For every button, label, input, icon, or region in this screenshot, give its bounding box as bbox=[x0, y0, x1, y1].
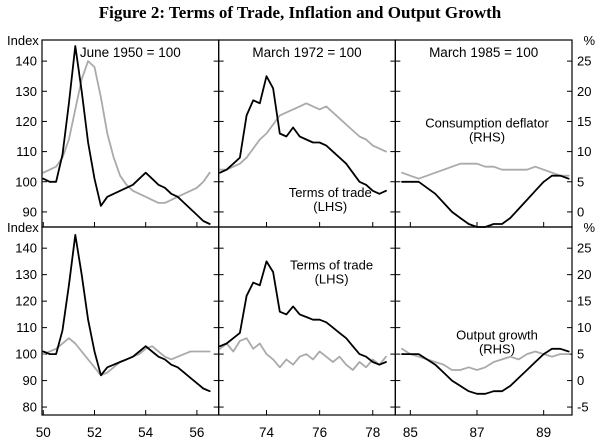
left-axis-tick-label: 140 bbox=[15, 54, 37, 69]
chart-panel-0-0: June 1950 = 100 bbox=[41, 39, 220, 228]
right-axis-tick-label: 10 bbox=[577, 144, 591, 159]
panel-border bbox=[394, 226, 573, 416]
x-axis-tick-label: 87 bbox=[469, 425, 484, 440]
panel-border bbox=[218, 226, 396, 416]
x-axis-tick-label: 56 bbox=[189, 425, 204, 440]
x-axis-tick-label: 85 bbox=[403, 425, 418, 440]
left-axis-unit-label: Index bbox=[7, 220, 39, 235]
right-axis-unit-label: % bbox=[583, 33, 595, 48]
left-axis-tick-label: 90 bbox=[23, 204, 37, 219]
series-line-consumption-deflator bbox=[42, 60, 211, 204]
x-axis-tick-label: 89 bbox=[536, 425, 551, 440]
right-axis-tick-label: 25 bbox=[577, 54, 591, 69]
panel-border bbox=[41, 226, 220, 416]
right-axis-tick-label: 25 bbox=[577, 241, 591, 256]
left-axis-tick-label: 100 bbox=[15, 174, 37, 189]
series-line-terms-of-trade bbox=[42, 45, 211, 225]
left-axis-tick-label: 120 bbox=[15, 114, 37, 129]
right-axis-tick-label: 5 bbox=[577, 174, 584, 189]
left-axis-tick-label: 100 bbox=[15, 347, 37, 362]
left-axis-tick-label: 120 bbox=[15, 294, 37, 309]
left-axis-unit-label: Index bbox=[7, 33, 39, 48]
chart-row-0: Index % 140 130 120 110 100 90 25 20 15 10 5 0 June 19… bbox=[7, 33, 595, 228]
chart-panel-1-1: 74 76 78 Terms of trade(LHS) bbox=[218, 226, 396, 440]
panel-title: March 1985 = 100 bbox=[429, 45, 538, 60]
series-line-terms-of-trade bbox=[401, 347, 570, 395]
right-axis-tick-label: 20 bbox=[577, 267, 591, 282]
right-axis-tick-label: 0 bbox=[577, 373, 584, 388]
right-axis-tick-label: 0 bbox=[577, 204, 584, 219]
series-annotation: (RHS) bbox=[479, 342, 515, 357]
chart-panel-0-2: March 1985 = 100 Consumption deflator(RHS… bbox=[394, 39, 573, 228]
x-axis-tick-label: 74 bbox=[259, 425, 275, 440]
series-line-terms-of-trade bbox=[219, 260, 387, 366]
series-line-terms-of-trade bbox=[219, 75, 387, 195]
left-axis-tick-label: 110 bbox=[16, 320, 37, 335]
figure-title: Figure 2: Terms of Trade, Inflation and … bbox=[98, 3, 502, 22]
right-axis-tick-label: 10 bbox=[577, 320, 591, 335]
series-annotation: (LHS) bbox=[315, 271, 349, 286]
x-axis-tick-label: 50 bbox=[36, 425, 51, 440]
series-line-output-growth bbox=[42, 337, 211, 377]
right-axis-tick-label: 20 bbox=[577, 84, 591, 99]
panel-title: June 1950 = 100 bbox=[80, 45, 181, 60]
chart-panel-0-1: March 1972 = 100 Terms of trade(LHS) bbox=[218, 39, 396, 228]
right-axis-tick-label: 15 bbox=[577, 114, 591, 129]
x-axis-tick-label: 78 bbox=[365, 425, 380, 440]
left-axis-tick-label: 130 bbox=[15, 84, 37, 99]
left-axis-tick-label: 140 bbox=[15, 241, 37, 256]
series-annotation: Output growth bbox=[456, 328, 538, 343]
right-axis-unit-label: % bbox=[583, 220, 595, 235]
left-axis-tick-label: 80 bbox=[23, 400, 37, 415]
left-axis-tick-label: 130 bbox=[15, 267, 37, 282]
left-axis-tick-label: 90 bbox=[23, 373, 37, 388]
series-line-output-growth bbox=[219, 337, 387, 371]
right-axis-tick-label: -5 bbox=[577, 400, 589, 415]
series-annotation: (LHS) bbox=[313, 199, 347, 214]
x-axis-tick-label: 54 bbox=[138, 425, 154, 440]
panel-title: March 1972 = 100 bbox=[252, 45, 361, 60]
right-axis-tick-label: 15 bbox=[577, 294, 591, 309]
x-axis-tick-label: 76 bbox=[312, 425, 327, 440]
series-annotation: Consumption deflator bbox=[425, 115, 549, 130]
right-axis-tick-label: 5 bbox=[577, 347, 584, 362]
series-annotation: Terms of trade bbox=[290, 257, 373, 272]
series-annotation: Terms of trade bbox=[289, 185, 372, 200]
series-line-consumption-deflator bbox=[219, 102, 387, 171]
chart-panel-1-0: 50 52 54 56 bbox=[36, 226, 220, 440]
series-annotation: (RHS) bbox=[469, 129, 505, 144]
chart-panel-1-2: 85 87 89 Output growth(RHS) bbox=[394, 226, 573, 440]
series-line-consumption-deflator bbox=[401, 162, 570, 180]
panel-border bbox=[41, 39, 220, 228]
series-line-terms-of-trade bbox=[401, 174, 570, 228]
left-axis-tick-label: 110 bbox=[16, 144, 37, 159]
x-axis-tick-label: 52 bbox=[87, 425, 102, 440]
series-line-terms-of-trade bbox=[42, 233, 211, 393]
